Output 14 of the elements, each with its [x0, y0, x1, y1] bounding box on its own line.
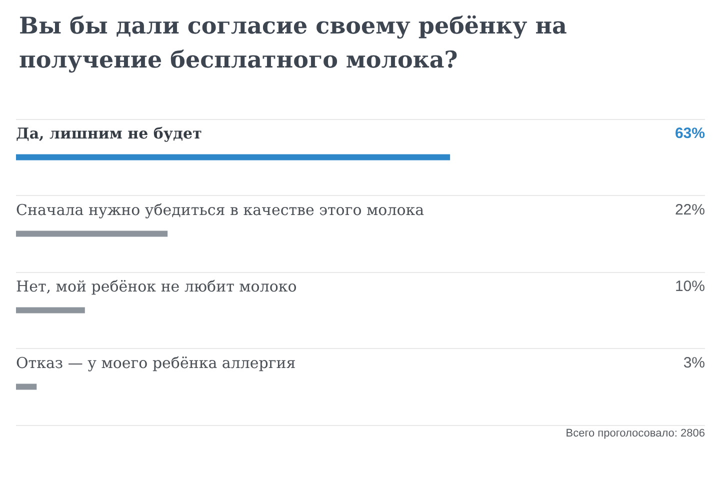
y-tick-label: Нет, мой ребёнок не любит молоко [16, 277, 297, 296]
bar [16, 230, 168, 237]
bar [16, 384, 37, 390]
y-tick-label: Сначала нужно убедиться в качестве этого молока [16, 200, 424, 219]
y-tick-label: Да, лишним не будет [16, 124, 202, 142]
text: Всего проголосовало: 2806 [566, 428, 705, 440]
y-tick-label: Отказ — у моего ребёнка аллергия [16, 354, 296, 372]
bar [16, 307, 85, 314]
bar [16, 154, 450, 160]
data-label: 10% [674, 278, 705, 295]
data-label: 3% [683, 354, 705, 372]
data-label: 22% [674, 201, 705, 218]
chart-title: Вы бы дали согласие своему ребёнку на получение бесплатного молока? [19, 12, 568, 74]
data-label: 63% [674, 124, 705, 142]
